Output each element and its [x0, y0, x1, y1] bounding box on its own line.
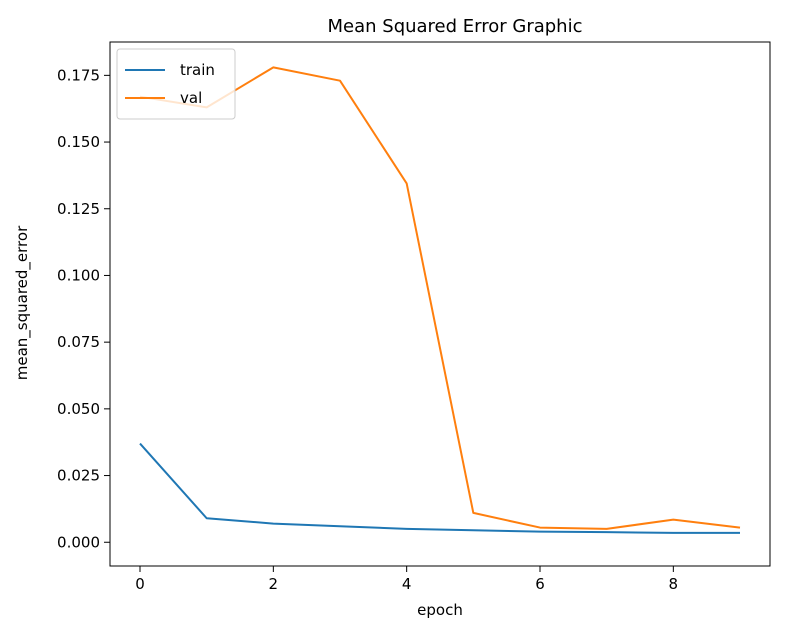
data-point-train [339, 525, 341, 527]
legend-label-train: train [180, 61, 215, 79]
x-tick-label: 2 [269, 575, 279, 593]
legend: train val [116, 48, 236, 120]
y-tick-label: 0.050 [57, 400, 100, 418]
y-tick-label: 0.075 [57, 333, 100, 351]
y-tick-label: 0.125 [57, 200, 100, 218]
series-layer [139, 66, 741, 534]
data-point-val [539, 527, 541, 529]
x-axis-label: epoch [417, 601, 463, 619]
data-point-train [206, 517, 208, 519]
data-point-train [472, 529, 474, 531]
series-line-val [139, 66, 741, 530]
x-tick-label: 6 [535, 575, 545, 593]
data-point-val [739, 527, 741, 529]
plot-area-frame [109, 41, 771, 567]
y-tick-label: 0.025 [57, 467, 100, 485]
data-point-train [406, 528, 408, 530]
data-point-val [339, 80, 341, 82]
legend-label-val: val [180, 89, 202, 107]
data-point-train [739, 532, 741, 534]
y-axis-label: mean_squared_error [13, 225, 32, 380]
data-point-train [139, 443, 141, 445]
data-point-train [539, 531, 541, 533]
data-point-train [672, 532, 674, 534]
data-point-train [606, 531, 608, 533]
x-tick-label: 4 [402, 575, 412, 593]
chart-title: Mean Squared Error Graphic [328, 16, 583, 37]
data-point-val [606, 528, 608, 530]
data-point-val [672, 519, 674, 521]
y-tick-label: 0.175 [57, 66, 100, 84]
y-tick-label: 0.100 [57, 266, 100, 284]
y-tick-label: 0.000 [57, 533, 100, 551]
x-tick-label: 8 [669, 575, 679, 593]
legend-box [116, 48, 236, 120]
y-axis-ticks: 0.000 0.025 0.050 0.075 0.100 0.125 0.150 0.175 [57, 66, 110, 551]
data-point-val [472, 512, 474, 514]
data-point-val [272, 66, 274, 68]
x-axis-ticks: 0 2 4 6 8 [135, 566, 678, 593]
y-tick-label: 0.150 [57, 133, 100, 151]
x-tick-label: 0 [135, 575, 145, 593]
data-point-train [272, 523, 274, 525]
data-point-val [406, 182, 408, 184]
series-line-train [139, 442, 740, 534]
